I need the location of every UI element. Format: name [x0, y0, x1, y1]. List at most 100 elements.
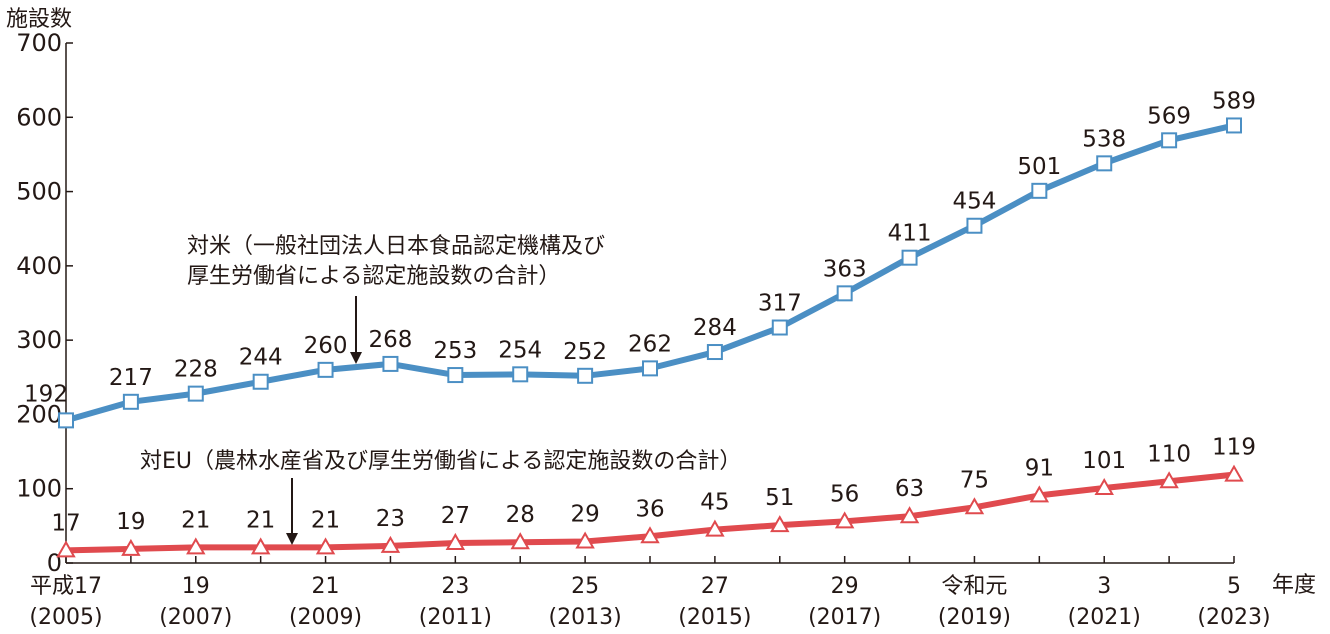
y-tick-label: 300 [16, 326, 62, 354]
data-point-eu [899, 506, 920, 524]
y-tick-label: 100 [16, 475, 62, 503]
data-point-eu [770, 515, 790, 533]
x-tick-sublabel: (2011) [419, 605, 492, 630]
data-point-us [966, 217, 983, 234]
series-group [56, 117, 1244, 558]
y-tick-label: 700 [16, 29, 62, 57]
data-point-us [512, 366, 529, 383]
data-label-us: 284 [693, 315, 737, 341]
data-point-us [447, 367, 464, 384]
data-label-us: 228 [174, 357, 218, 383]
data-labels: 192 217 228 244 260 268 253 254 252 262 284 317 363 4… [24, 88, 1256, 536]
data-label-eu: 56 [830, 481, 859, 507]
x-tick-label: 平成17 [30, 574, 102, 599]
data-point-us [1096, 155, 1113, 172]
x-tick-label: 令和元 [941, 574, 1007, 599]
data-point-us [1161, 132, 1178, 149]
data-point-us [382, 355, 399, 372]
x-tick-sublabel: (2013) [549, 605, 622, 630]
data-label-us: 363 [823, 256, 867, 282]
x-tick-sublabel: (2023) [1197, 605, 1270, 630]
data-point-eu [315, 537, 336, 555]
data-label-us: 268 [368, 327, 412, 353]
x-tick-sublabel: (2015) [678, 605, 751, 630]
data-label-eu: 29 [570, 501, 599, 527]
data-label-eu: 91 [1025, 455, 1054, 481]
data-point-eu [121, 538, 141, 556]
data-point-eu [575, 531, 595, 549]
data-point-us [901, 249, 918, 266]
data-label-eu: 119 [1212, 435, 1256, 461]
data-point-us [122, 393, 139, 410]
data-point-us [771, 319, 788, 336]
data-label-eu: 21 [246, 507, 275, 533]
data-label-us: 317 [758, 291, 802, 317]
x-tick-sublabel: (2021) [1068, 605, 1141, 630]
data-point-us [58, 412, 74, 429]
tick-labels: 0100200300400500600700平成17(2005)19(2007)… [16, 29, 1270, 630]
x-tick-label: 29 [831, 574, 859, 599]
data-label-us: 589 [1212, 88, 1256, 114]
data-point-eu [705, 519, 725, 537]
data-label-us: 192 [24, 381, 68, 407]
data-label-us: 254 [498, 337, 542, 363]
data-point-us [1226, 117, 1242, 134]
data-label-us: 244 [239, 345, 283, 371]
data-point-eu [834, 511, 855, 529]
data-point-eu [964, 497, 985, 515]
data-point-us [706, 344, 723, 361]
annotation-text-us: 対米（一般社団法人日本食品認定機構及び [187, 234, 605, 259]
x-tick-label: 19 [182, 574, 210, 599]
x-axis-title: 年度 [1272, 573, 1316, 598]
data-point-eu [1029, 485, 1050, 503]
data-label-us: 454 [952, 189, 996, 215]
data-point-eu [1094, 477, 1114, 495]
x-tick-sublabel: (2009) [289, 605, 362, 630]
annotation-arrowhead-eu [286, 533, 298, 545]
data-label-eu: 21 [311, 507, 340, 533]
x-tick-label: 3 [1097, 574, 1111, 599]
data-label-eu: 36 [635, 496, 664, 522]
data-label-us: 253 [433, 338, 477, 364]
data-label-eu: 101 [1082, 448, 1126, 474]
x-tick-label: 5 [1227, 574, 1241, 599]
x-tick-label: 23 [441, 574, 469, 599]
x-tick-label: 25 [571, 574, 599, 599]
data-point-eu [186, 537, 206, 555]
x-tick-sublabel: (2017) [808, 605, 881, 630]
data-label-us: 262 [628, 331, 672, 357]
data-label-us: 538 [1082, 126, 1126, 152]
data-label-us: 260 [304, 333, 348, 359]
x-tick-sublabel: (2019) [938, 605, 1011, 630]
annotation-text-us: 厚生労働省による認定施設数の合計） [187, 264, 560, 289]
data-point-eu [380, 535, 401, 553]
data-label-us: 252 [563, 339, 607, 365]
y-tick-label: 600 [16, 103, 62, 131]
y-tick-label: 200 [16, 400, 62, 428]
data-label-us: 569 [1147, 103, 1191, 129]
data-label-eu: 28 [506, 502, 535, 528]
y-axis-title: 施設数 [6, 7, 72, 32]
data-label-eu: 75 [960, 467, 989, 493]
data-label-eu: 23 [376, 506, 405, 532]
data-point-eu [250, 537, 271, 555]
data-label-us: 411 [888, 221, 932, 247]
x-tick-sublabel: (2007) [159, 605, 232, 630]
axes [65, 42, 1235, 564]
data-point-us [577, 367, 594, 384]
data-point-us [836, 285, 853, 302]
y-tick-label: 500 [16, 178, 62, 206]
data-point-us [317, 361, 334, 378]
data-point-eu [640, 526, 660, 544]
data-label-eu: 19 [116, 509, 145, 535]
data-point-us [187, 385, 204, 402]
data-label-eu: 45 [700, 490, 729, 516]
data-point-us [642, 360, 658, 377]
x-tick-label: 21 [312, 574, 340, 599]
data-point-us [252, 373, 269, 390]
x-tick-label: 27 [701, 574, 729, 599]
data-label-eu: 51 [765, 485, 794, 511]
data-label-eu: 110 [1147, 441, 1191, 467]
data-point-eu [445, 532, 466, 550]
